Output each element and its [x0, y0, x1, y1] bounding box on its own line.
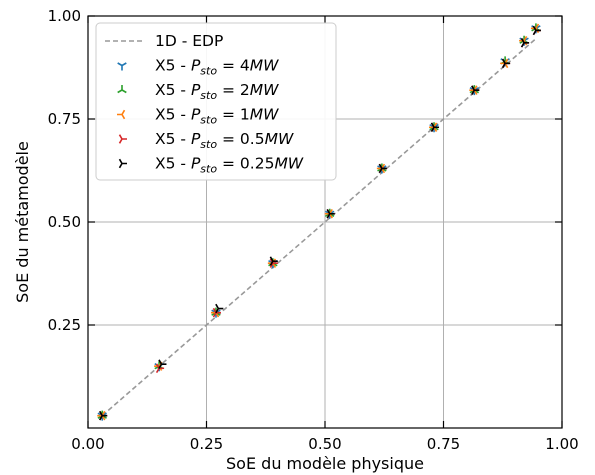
x-tick-label: 0.75 [427, 435, 460, 453]
ticks: 0.00 0.25 0.50 0.75 1.00 0.25 0.50 0.75 1.00 [48, 7, 579, 453]
legend-marker-series-5-path [118, 158, 127, 169]
x-tick-label: 1.00 [545, 435, 578, 453]
legend-label-series-2: X5 - Psto = 2MW [155, 81, 279, 102]
data-point-series-5 [99, 410, 108, 421]
data-point-series-5-path [430, 122, 440, 132]
y-tick-label: 0.50 [48, 213, 81, 231]
x-axis-label: SoE du modèle physique [226, 454, 424, 473]
legend-label-series-3: X5 - Psto = 1MW [155, 106, 279, 127]
legend-marker-series-4-path [118, 134, 127, 144]
legend-marker-series-1 [117, 62, 127, 71]
y-tick-label: 0.25 [48, 316, 81, 334]
data-point-series-5-path [326, 209, 335, 219]
data-point-series-5 [326, 209, 335, 219]
data-point-series-5 [378, 163, 387, 174]
data-point-series-5-path [471, 85, 480, 95]
legend-label-series-5: X5 - Psto = 0.25MW [155, 155, 304, 176]
data-point-series-5-path [520, 38, 530, 48]
data-point-series-5-path [378, 163, 387, 174]
legend-marker-series-1-path [117, 62, 127, 71]
legend-marker-series-4 [118, 134, 127, 144]
data-point-series-5 [158, 359, 167, 369]
data-point-series-5 [471, 85, 480, 95]
legend-marker-series-3 [117, 109, 126, 120]
data-point-series-5-path [501, 58, 511, 69]
legend-marker-series-5 [118, 158, 127, 169]
x-tick-label: 0.50 [308, 435, 341, 453]
data-point-series-5-path [99, 410, 108, 421]
data-point-series-5-path [158, 359, 167, 369]
data-points [97, 23, 541, 421]
legend-marker-series-3-path [117, 109, 126, 120]
y-tick-label: 0.75 [48, 110, 81, 128]
data-point-series-5-path [532, 25, 541, 36]
legend-marker-series-2 [117, 85, 127, 94]
data-point-series-5 [532, 25, 541, 36]
data-point-series-5 [501, 58, 511, 69]
legend-label-series-1: X5 - Psto = 4MW [155, 57, 279, 78]
data-point-series-5-path [215, 303, 224, 314]
y-axis-label: SoE du métamodèle [13, 141, 32, 303]
legend-reference-label: 1D - EDP [155, 32, 223, 50]
data-point-series-5 [215, 303, 224, 314]
y-tick-label: 1.00 [48, 7, 81, 25]
data-point-series-5 [269, 256, 278, 266]
legend-marker-series-2-path [117, 85, 127, 94]
data-point-series-5-path [269, 256, 278, 266]
legend: 1D - EDP X5 - Psto = 4MW X5 - Psto = 2MW X5… [95, 22, 337, 181]
x-tick-label: 0.25 [190, 435, 223, 453]
legend-label-series-4: X5 - Psto = 0.5MW [155, 130, 294, 151]
data-point-series-5 [430, 122, 440, 132]
data-point-series-5 [520, 38, 530, 48]
x-tick-label: 0.00 [71, 435, 104, 453]
legend-box [95, 22, 337, 181]
